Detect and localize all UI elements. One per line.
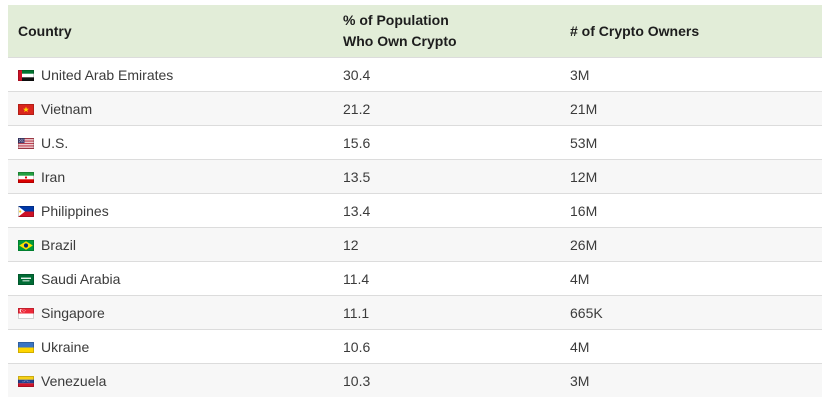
table-header: Country % of Population Who Own Crypto #…	[8, 5, 822, 58]
column-header-pct: % of Population Who Own Crypto	[333, 5, 560, 58]
table-row: Brazil 12 26M	[8, 227, 822, 262]
crypto-owners-cell: 4M	[560, 261, 822, 296]
philippines-flag-icon	[18, 205, 34, 217]
singapore-flag-icon	[18, 307, 34, 319]
country-name: Brazil	[41, 236, 77, 253]
country-name: Saudi Arabia	[41, 270, 121, 287]
country-cell: Singapore	[8, 295, 333, 330]
pct-population-cell: 12	[333, 227, 560, 262]
crypto-owners-cell: 12M	[560, 159, 822, 194]
country-name: Ukraine	[41, 338, 90, 355]
ukraine-flag-icon	[18, 341, 34, 353]
crypto-ownership-table: Country % of Population Who Own Crypto #…	[8, 5, 822, 397]
country-cell: United Arab Emirates	[8, 57, 333, 92]
column-header-owners-label: # of Crypto Owners	[570, 22, 700, 39]
iran-flag-icon	[18, 171, 34, 183]
crypto-owners-cell: 21M	[560, 91, 822, 126]
country-name: U.S.	[41, 134, 69, 151]
uae-flag-icon	[18, 69, 34, 81]
brazil-flag-icon	[18, 239, 34, 251]
us-flag-icon	[18, 137, 34, 149]
saudi-arabia-flag-icon	[18, 273, 34, 285]
country-cell: Saudi Arabia	[8, 261, 333, 296]
column-header-pct-label-line1: % of Population	[343, 12, 449, 28]
table-body: United Arab Emirates 30.4 3M Vietnam 21.2 21M…	[8, 57, 822, 397]
pct-population-cell: 13.4	[333, 193, 560, 228]
pct-population-cell: 30.4	[333, 57, 560, 92]
country-cell: Venezuela	[8, 363, 333, 397]
crypto-ownership-table-container: Country % of Population Who Own Crypto #…	[8, 5, 822, 397]
country-name: United Arab Emirates	[41, 66, 174, 83]
column-header-pct-label-line2: Who Own Crypto	[343, 33, 457, 49]
table-row: Philippines 13.4 16M	[8, 193, 822, 228]
column-header-owners: # of Crypto Owners	[560, 5, 822, 58]
pct-population-cell: 21.2	[333, 91, 560, 126]
header-row: Country % of Population Who Own Crypto #…	[8, 5, 822, 58]
crypto-owners-cell: 3M	[560, 57, 822, 92]
country-cell: Philippines	[8, 193, 333, 228]
table-row: Ukraine 10.6 4M	[8, 329, 822, 364]
pct-population-cell: 13.5	[333, 159, 560, 194]
pct-population-cell: 15.6	[333, 125, 560, 160]
column-header-country: Country	[8, 5, 333, 58]
crypto-owners-cell: 16M	[560, 193, 822, 228]
crypto-owners-cell: 4M	[560, 329, 822, 364]
pct-population-cell: 10.6	[333, 329, 560, 364]
table-row: U.S. 15.6 53M	[8, 125, 822, 160]
country-cell: Vietnam	[8, 91, 333, 126]
pct-population-cell: 11.4	[333, 261, 560, 296]
table-row: Vietnam 21.2 21M	[8, 91, 822, 126]
country-name: Iran	[41, 168, 66, 185]
country-name: Philippines	[41, 202, 109, 219]
country-name: Venezuela	[41, 372, 107, 389]
table-row: United Arab Emirates 30.4 3M	[8, 57, 822, 92]
country-name: Vietnam	[41, 100, 93, 117]
country-cell: Iran	[8, 159, 333, 194]
pct-population-cell: 10.3	[333, 363, 560, 397]
column-header-country-label: Country	[18, 22, 72, 39]
country-cell: U.S.	[8, 125, 333, 160]
venezuela-flag-icon	[18, 375, 34, 387]
crypto-owners-cell: 26M	[560, 227, 822, 262]
vietnam-flag-icon	[18, 103, 34, 115]
crypto-owners-cell: 53M	[560, 125, 822, 160]
country-cell: Brazil	[8, 227, 333, 262]
crypto-owners-cell: 665K	[560, 295, 822, 330]
table-row: Saudi Arabia 11.4 4M	[8, 261, 822, 296]
country-name: Singapore	[41, 304, 105, 321]
crypto-owners-cell: 3M	[560, 363, 822, 397]
table-row: Venezuela 10.3 3M	[8, 363, 822, 397]
table-row: Singapore 11.1 665K	[8, 295, 822, 330]
table-row: Iran 13.5 12M	[8, 159, 822, 194]
country-cell: Ukraine	[8, 329, 333, 364]
pct-population-cell: 11.1	[333, 295, 560, 330]
